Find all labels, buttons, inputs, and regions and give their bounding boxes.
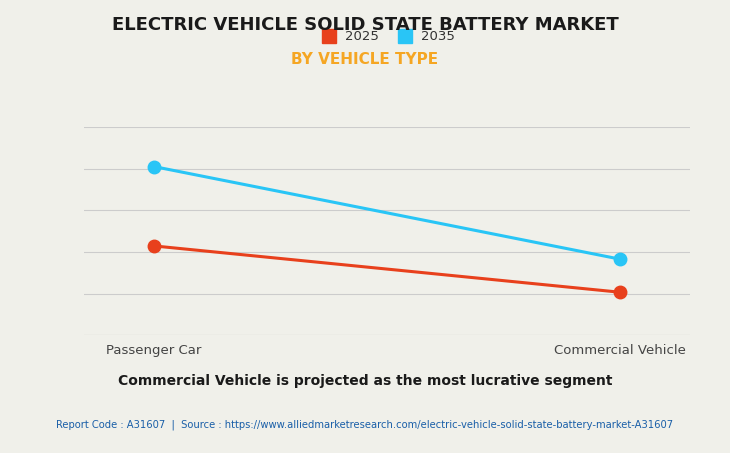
Text: ELECTRIC VEHICLE SOLID STATE BATTERY MARKET: ELECTRIC VEHICLE SOLID STATE BATTERY MAR… bbox=[112, 16, 618, 34]
Legend: 2025, 2035: 2025, 2035 bbox=[313, 25, 461, 48]
Text: Report Code : A31607  |  Source : https://www.alliedmarketresearch.com/electric-: Report Code : A31607 | Source : https://… bbox=[56, 419, 674, 429]
Line: 2025: 2025 bbox=[147, 240, 626, 299]
Text: Commercial Vehicle is projected as the most lucrative segment: Commercial Vehicle is projected as the m… bbox=[118, 374, 612, 388]
2025 bbox=[150, 243, 158, 249]
2035 bbox=[150, 164, 158, 169]
2025 bbox=[615, 289, 624, 295]
Text: BY VEHICLE TYPE: BY VEHICLE TYPE bbox=[291, 52, 439, 67]
Line: 2035: 2035 bbox=[147, 160, 626, 265]
2035 bbox=[615, 256, 624, 262]
